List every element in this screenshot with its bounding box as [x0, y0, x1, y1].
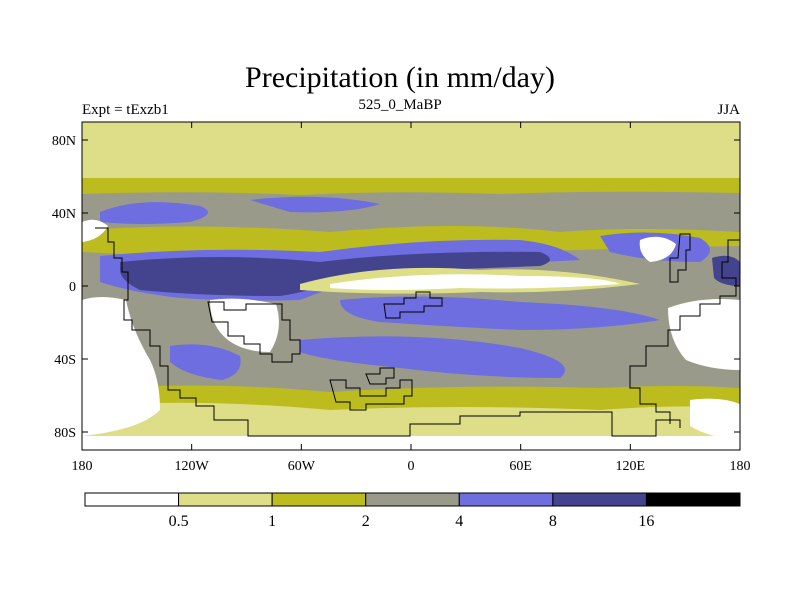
colorbar-swatch — [178, 492, 273, 507]
dry-east-s — [668, 299, 740, 370]
colorbar-swatch — [552, 492, 647, 507]
precipitation-field — [82, 122, 740, 450]
coastline-east-peninsula — [669, 233, 691, 283]
colorbar-label: 8 — [549, 513, 557, 530]
colorbar-swatch — [271, 492, 367, 507]
season-label: JJA — [717, 102, 740, 118]
colorbar-label: 1 — [268, 513, 276, 530]
patch-purple-s2 — [300, 336, 565, 378]
band-itcz-dark — [120, 251, 550, 296]
latitude-axis: 80N 40N 0 40S 80S — [52, 134, 740, 441]
dry-southeast — [690, 398, 740, 440]
colorbar: 0.5 1 2 4 8 16 — [84, 492, 741, 530]
lat-tick-label: 40S — [54, 353, 76, 368]
lat-tick-label: 40N — [52, 207, 76, 222]
dry-west-n — [82, 219, 108, 242]
patch-equator-dry — [330, 274, 620, 290]
band-north-polar — [82, 122, 740, 178]
patch-purple-sw — [170, 344, 241, 380]
period-label: 525_0_MaBP — [358, 97, 442, 113]
lon-tick-label: 180 — [72, 459, 93, 474]
colorbar-label: 16 — [638, 513, 654, 530]
colorbar-swatch — [84, 492, 180, 507]
colorbar-label: 2 — [362, 513, 370, 530]
longitude-axis: 180 120W 60W 0 60E 120E 180 — [72, 122, 751, 474]
coastline-africa — [207, 301, 301, 363]
lat-tick-label: 80S — [54, 426, 76, 441]
dry-east-n — [639, 236, 676, 262]
coastline-small-island — [365, 367, 395, 385]
lon-tick-label: 60W — [288, 459, 316, 474]
map-title: Precipitation (in mm/day) — [245, 61, 555, 94]
dry-south-africa — [210, 298, 279, 352]
coastline-east — [629, 239, 740, 424]
patch-purple-s1 — [340, 296, 660, 330]
colorbar-swatch — [365, 492, 460, 507]
dry-west-s — [82, 297, 160, 436]
lon-tick-label: 0 — [408, 459, 415, 474]
colorbar-swatch — [645, 492, 741, 507]
dry-south-pole — [82, 436, 740, 450]
patch-purple-n — [250, 196, 380, 213]
colorbar-label: 4 — [455, 513, 463, 530]
continent-outlines — [95, 227, 740, 437]
lat-tick-label: 80N — [52, 134, 76, 149]
lon-tick-label: 60E — [509, 459, 532, 474]
coastline-west — [95, 227, 681, 437]
lon-tick-label: 120W — [175, 459, 210, 474]
band-north-mid — [82, 178, 740, 195]
experiment-label: Expt = tExzb1 — [82, 102, 169, 118]
patch-purple-nw — [100, 202, 208, 224]
coastline-south-island — [329, 379, 413, 411]
colorbar-label: 0.5 — [169, 513, 189, 530]
coastline-equator-island — [383, 291, 443, 319]
lat-tick-label: 0 — [69, 280, 76, 295]
lon-tick-label: 180 — [730, 459, 751, 474]
lon-tick-label: 120E — [616, 459, 646, 474]
colorbar-swatch — [458, 492, 554, 507]
